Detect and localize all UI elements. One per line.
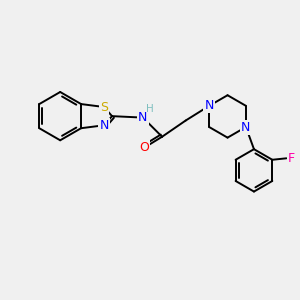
Text: O: O bbox=[139, 141, 149, 154]
Text: N: N bbox=[99, 119, 109, 132]
Text: N: N bbox=[205, 99, 214, 112]
Text: N: N bbox=[241, 121, 250, 134]
Text: N: N bbox=[138, 111, 148, 124]
Text: S: S bbox=[100, 100, 108, 113]
Text: H: H bbox=[146, 104, 153, 114]
Text: F: F bbox=[288, 152, 295, 165]
